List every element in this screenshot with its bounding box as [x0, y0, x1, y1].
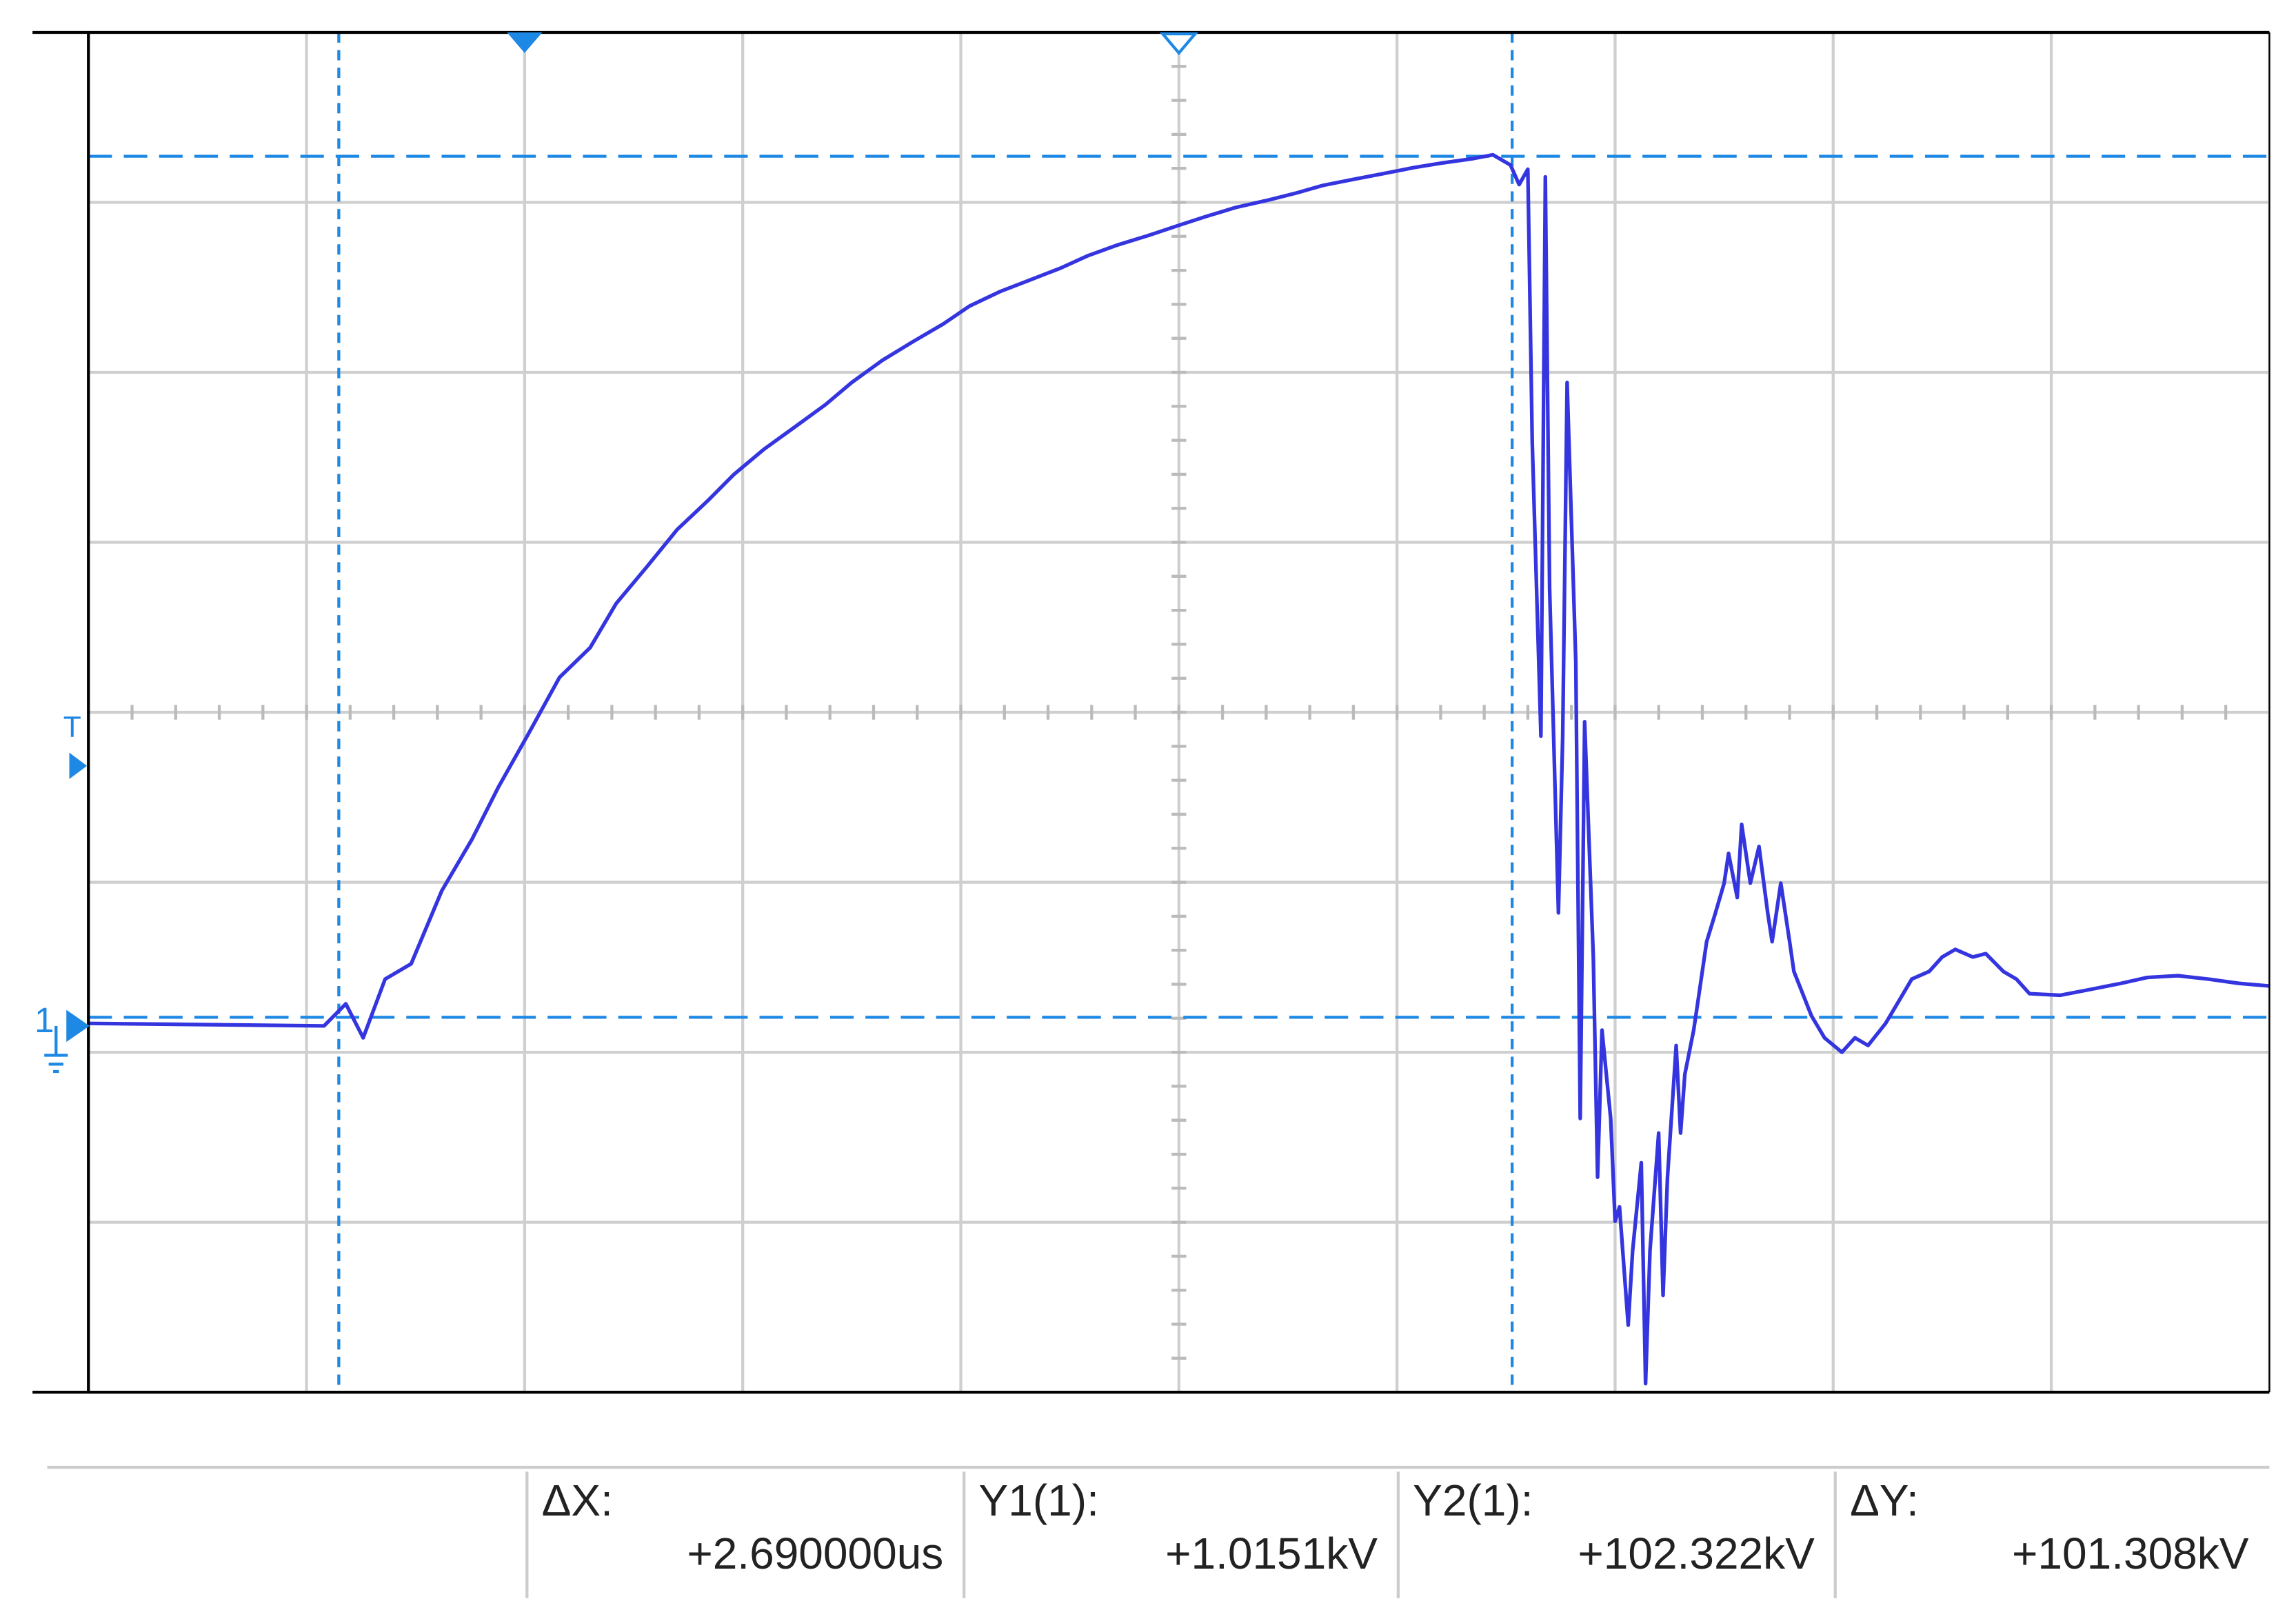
- trace: [88, 152, 2270, 1386]
- trigger-label: T: [63, 711, 81, 744]
- center-marker: [1159, 32, 1198, 56]
- readout-value: +102.322kV: [1578, 1529, 1815, 1578]
- channel-ground-marker: [44, 1009, 90, 1074]
- grid: [87, 30, 2271, 1394]
- readout-label: Y1(1):: [979, 1476, 1099, 1525]
- trigger-position-marker: [507, 32, 543, 53]
- readout-label: ΔY:: [1850, 1476, 1919, 1525]
- readouts: ΔX: +2.690000us Y1(1): +1.0151kV Y2(1): +102.…: [525, 1471, 2249, 1598]
- readout-label: ΔX:: [542, 1476, 613, 1525]
- readout-value: +101.308kV: [2012, 1529, 2249, 1578]
- readout-value: +2.690000us: [687, 1529, 943, 1578]
- readout-label: Y2(1):: [1413, 1476, 1533, 1525]
- markers: T1: [34, 32, 1198, 1074]
- cursors: [88, 32, 2270, 1393]
- channel-label: 1: [34, 1000, 54, 1040]
- trigger-level-marker: [69, 752, 88, 779]
- waveform: [88, 152, 2270, 1386]
- readout-value: +1.0151kV: [1165, 1529, 1378, 1578]
